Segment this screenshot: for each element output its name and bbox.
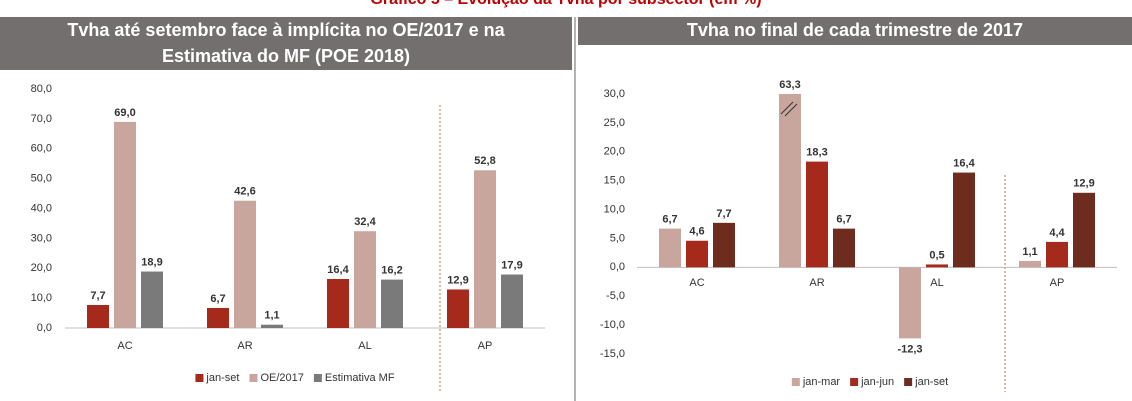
- y-tick-label: -10,0: [600, 319, 625, 331]
- y-tick-label: 5,0: [610, 232, 625, 244]
- bar: [234, 200, 256, 328]
- y-tick-label: 30,0: [604, 88, 625, 100]
- y-tick-label: 10,0: [604, 203, 625, 215]
- y-tick-label: 30,0: [31, 232, 52, 244]
- value-label: 12,9: [1073, 178, 1094, 190]
- value-label: 4,4: [1049, 227, 1065, 239]
- chart-title: Tvha no final de cada trimestre de 2017: [578, 17, 1132, 45]
- value-label: 63,3: [779, 79, 800, 91]
- bar: [926, 264, 948, 268]
- y-tick-label: 0,0: [610, 261, 625, 273]
- x-tick-label: AR: [809, 277, 824, 289]
- x-tick-label: AR: [237, 340, 252, 352]
- bar: [501, 274, 523, 328]
- bar: [899, 267, 921, 339]
- bar: [354, 231, 376, 328]
- legend-swatch: [904, 378, 913, 386]
- bar: [659, 228, 681, 268]
- legend-swatch: [249, 374, 258, 382]
- bar: [327, 279, 349, 328]
- bar: [141, 271, 163, 328]
- bar: [87, 304, 109, 328]
- x-tick-label: AP: [478, 340, 493, 352]
- legend-swatch: [195, 374, 204, 382]
- y-tick-label: 50,0: [31, 173, 52, 185]
- y-tick-label: 25,0: [604, 117, 625, 129]
- x-tick-label: AL: [358, 340, 371, 352]
- legend-label: Estimativa MF: [325, 372, 395, 384]
- chart-title: Tvha até setembro face à implícita no OE…: [0, 17, 572, 70]
- value-label: 4,6: [689, 226, 704, 238]
- value-label: 16,4: [327, 264, 349, 276]
- legend-swatch: [850, 378, 859, 386]
- bar: [1046, 241, 1068, 268]
- x-tick-label: AP: [1050, 277, 1065, 289]
- value-label: 7,7: [90, 290, 105, 302]
- value-label: 16,2: [381, 265, 402, 277]
- bar: [381, 279, 403, 328]
- legend-label: jan-mar: [802, 376, 841, 388]
- value-label: 1,1: [1022, 246, 1037, 258]
- value-label: 16,4: [953, 157, 975, 169]
- legend-label: jan-jun: [860, 376, 894, 388]
- bar: [1019, 260, 1041, 268]
- page-title: Gráfico 5 – Evolução da Tvha por subsect…: [0, 0, 1132, 9]
- y-tick-label: 20,0: [604, 146, 625, 158]
- y-tick-label: 20,0: [31, 262, 52, 274]
- bar: [474, 170, 496, 328]
- legend-swatch: [313, 374, 322, 382]
- x-tick-label: AC: [117, 340, 132, 352]
- break-mark: [780, 101, 794, 115]
- y-tick-label: 15,0: [604, 175, 625, 187]
- y-tick-label: -5,0: [606, 290, 625, 302]
- bar: [686, 240, 708, 268]
- bar: [713, 222, 735, 268]
- value-label: 6,7: [836, 214, 851, 226]
- value-label: 69,0: [114, 107, 135, 119]
- x-tick-label: AC: [689, 277, 704, 289]
- y-tick-label: 40,0: [31, 202, 52, 214]
- value-label: 12,9: [447, 274, 468, 286]
- bar: [447, 289, 469, 328]
- value-label: 0,5: [929, 249, 944, 261]
- bar: [806, 161, 828, 268]
- value-label: 7,7: [716, 208, 731, 220]
- y-tick-label: 10,0: [31, 292, 52, 304]
- x-tick-label: AL: [930, 277, 943, 289]
- y-tick-label: -15,0: [600, 348, 625, 360]
- value-label: 17,9: [501, 259, 522, 271]
- value-label: 6,7: [662, 214, 677, 226]
- bar: [261, 324, 283, 328]
- legend-label: OE/2017: [260, 372, 303, 384]
- legend-label: jan-set: [205, 372, 239, 384]
- legend-label: jan-set: [914, 376, 948, 388]
- bar: [953, 172, 975, 268]
- break-mark: [784, 103, 798, 117]
- value-label: -12,3: [897, 343, 922, 355]
- value-label: 42,6: [234, 186, 255, 198]
- bar: [779, 94, 801, 268]
- bar: [114, 121, 136, 328]
- value-label: 32,4: [354, 216, 376, 228]
- value-label: 52,8: [474, 155, 495, 167]
- value-label: 1,1: [264, 310, 279, 322]
- y-tick-label: 60,0: [31, 143, 52, 155]
- legend-swatch: [791, 378, 800, 386]
- y-tick-label: 70,0: [31, 113, 52, 125]
- value-label: 18,3: [806, 147, 827, 159]
- value-label: 6,7: [210, 293, 225, 305]
- bar: [833, 228, 855, 268]
- y-tick-label: 80,0: [31, 83, 52, 95]
- bar: [207, 307, 229, 328]
- value-label: 18,9: [141, 256, 162, 268]
- y-tick-label: 0,0: [37, 322, 52, 334]
- bar: [1073, 192, 1095, 268]
